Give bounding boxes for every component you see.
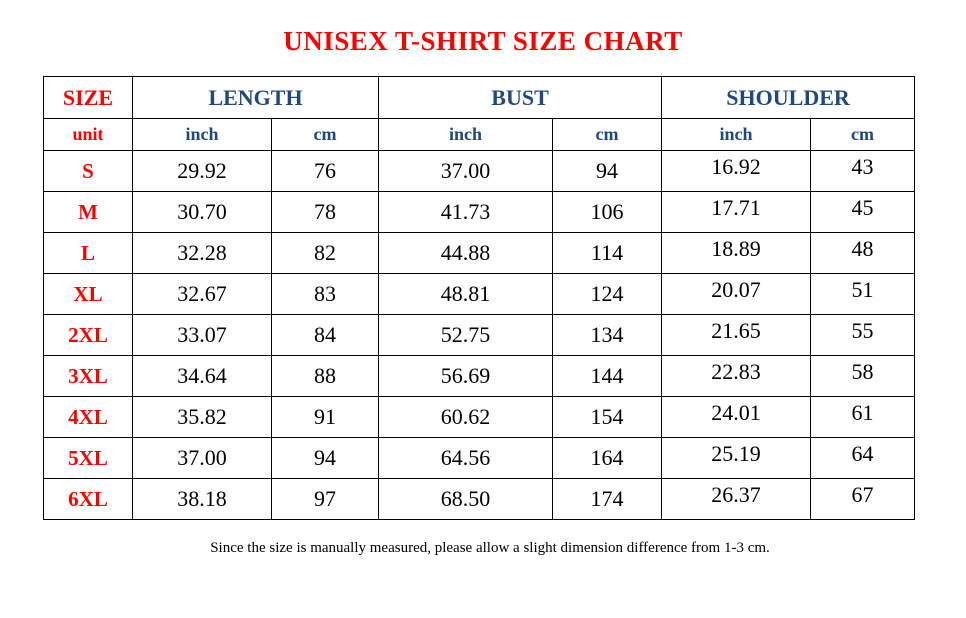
length-inch-cell: 37.00 bbox=[132, 437, 272, 479]
unit-bust-cm: cm bbox=[552, 118, 663, 151]
shoulder-inch-cell: 22.83 bbox=[661, 355, 812, 397]
table-row: 4XL 35.82 91 60.62 154 24.01 61 bbox=[43, 396, 916, 438]
length-cm-cell: 88 bbox=[270, 355, 380, 397]
length-inch-cell: 34.64 bbox=[132, 355, 272, 397]
measurement-note: Since the size is manually measured, ple… bbox=[210, 540, 770, 556]
length-cm-cell: 97 bbox=[270, 478, 380, 520]
shoulder-cm-cell: 45 bbox=[810, 191, 916, 233]
bust-cm-cell: 124 bbox=[552, 273, 663, 315]
bust-inch-cell: 56.69 bbox=[378, 355, 554, 397]
length-cm-cell: 76 bbox=[270, 150, 380, 192]
table-row: 6XL 38.18 97 68.50 174 26.37 67 bbox=[43, 478, 916, 520]
bust-inch-cell: 64.56 bbox=[378, 437, 554, 479]
shoulder-inch-cell: 20.07 bbox=[661, 273, 812, 315]
bust-cm-cell: 114 bbox=[552, 232, 663, 274]
length-cm-cell: 84 bbox=[270, 314, 380, 356]
table-row: XL 32.67 83 48.81 124 20.07 51 bbox=[43, 273, 916, 315]
table-row: L 32.28 82 44.88 114 18.89 48 bbox=[43, 232, 916, 274]
bust-cm-cell: 174 bbox=[552, 478, 663, 520]
bust-inch-cell: 37.00 bbox=[378, 150, 554, 192]
shoulder-inch-cell: 25.19 bbox=[661, 437, 812, 479]
bust-inch-cell: 44.88 bbox=[378, 232, 554, 274]
unit-bust-inch: inch bbox=[378, 118, 554, 151]
header-row: SIZE LENGTH BUST SHOULDER bbox=[43, 76, 916, 119]
shoulder-inch-cell: 17.71 bbox=[661, 191, 812, 233]
table-row: 3XL 34.64 88 56.69 144 22.83 58 bbox=[43, 355, 916, 397]
chart-title: UNISEX T-SHIRT SIZE CHART bbox=[283, 26, 683, 56]
bust-cm-cell: 106 bbox=[552, 191, 663, 233]
header-shoulder: SHOULDER bbox=[661, 76, 916, 119]
bust-inch-cell: 52.75 bbox=[378, 314, 554, 356]
shoulder-cm-cell: 43 bbox=[810, 150, 916, 192]
bust-inch-cell: 41.73 bbox=[378, 191, 554, 233]
size-cell: 4XL bbox=[43, 396, 133, 438]
bust-inch-cell: 68.50 bbox=[378, 478, 554, 520]
bust-cm-cell: 144 bbox=[552, 355, 663, 397]
size-cell: M bbox=[43, 191, 133, 233]
length-inch-cell: 38.18 bbox=[132, 478, 272, 520]
bust-cm-cell: 134 bbox=[552, 314, 663, 356]
bust-cm-cell: 154 bbox=[552, 396, 663, 438]
shoulder-cm-cell: 67 bbox=[810, 478, 916, 520]
unit-shoulder-cm: cm bbox=[810, 118, 916, 151]
shoulder-inch-cell: 16.92 bbox=[661, 150, 812, 192]
bust-inch-cell: 60.62 bbox=[378, 396, 554, 438]
shoulder-inch-cell: 18.89 bbox=[661, 232, 812, 274]
size-cell: L bbox=[43, 232, 133, 274]
unit-length-inch: inch bbox=[132, 118, 272, 151]
shoulder-cm-cell: 61 bbox=[810, 396, 916, 438]
unit-label: unit bbox=[43, 118, 133, 151]
size-chart-table: SIZE LENGTH BUST SHOULDER unit inch cm i… bbox=[43, 76, 916, 520]
size-cell: 5XL bbox=[43, 437, 133, 479]
unit-row: unit inch cm inch cm inch cm bbox=[43, 118, 916, 151]
shoulder-cm-cell: 55 bbox=[810, 314, 916, 356]
shoulder-cm-cell: 64 bbox=[810, 437, 916, 479]
header-length: LENGTH bbox=[131, 76, 380, 119]
length-inch-cell: 29.92 bbox=[132, 150, 272, 192]
unit-shoulder-inch: inch bbox=[661, 118, 812, 151]
size-cell: 6XL bbox=[43, 478, 133, 520]
table-row: 5XL 37.00 94 64.56 164 25.19 64 bbox=[43, 437, 916, 479]
size-cell: 3XL bbox=[43, 355, 133, 397]
shoulder-cm-cell: 51 bbox=[810, 273, 916, 315]
length-cm-cell: 91 bbox=[270, 396, 380, 438]
length-inch-cell: 33.07 bbox=[132, 314, 272, 356]
table-row: S 29.92 76 37.00 94 16.92 43 bbox=[43, 150, 916, 192]
length-cm-cell: 82 bbox=[270, 232, 380, 274]
bust-inch-cell: 48.81 bbox=[378, 273, 554, 315]
length-inch-cell: 32.28 bbox=[132, 232, 272, 274]
length-inch-cell: 32.67 bbox=[132, 273, 272, 315]
table-row: M 30.70 78 41.73 106 17.71 45 bbox=[43, 191, 916, 233]
length-inch-cell: 30.70 bbox=[132, 191, 272, 233]
shoulder-cm-cell: 48 bbox=[810, 232, 916, 274]
unit-length-cm: cm bbox=[270, 118, 380, 151]
length-cm-cell: 78 bbox=[270, 191, 380, 233]
size-cell: 2XL bbox=[43, 314, 133, 356]
size-cell: XL bbox=[43, 273, 133, 315]
size-cell: S bbox=[43, 150, 133, 192]
length-cm-cell: 83 bbox=[270, 273, 380, 315]
header-bust: BUST bbox=[378, 76, 663, 119]
table-row: 2XL 33.07 84 52.75 134 21.65 55 bbox=[43, 314, 916, 356]
bust-cm-cell: 164 bbox=[552, 437, 663, 479]
bust-cm-cell: 94 bbox=[552, 150, 663, 192]
shoulder-inch-cell: 21.65 bbox=[661, 314, 812, 356]
shoulder-inch-cell: 26.37 bbox=[661, 478, 812, 520]
shoulder-inch-cell: 24.01 bbox=[661, 396, 812, 438]
shoulder-cm-cell: 58 bbox=[810, 355, 916, 397]
length-cm-cell: 94 bbox=[270, 437, 380, 479]
length-inch-cell: 35.82 bbox=[132, 396, 272, 438]
header-size: SIZE bbox=[43, 76, 133, 119]
